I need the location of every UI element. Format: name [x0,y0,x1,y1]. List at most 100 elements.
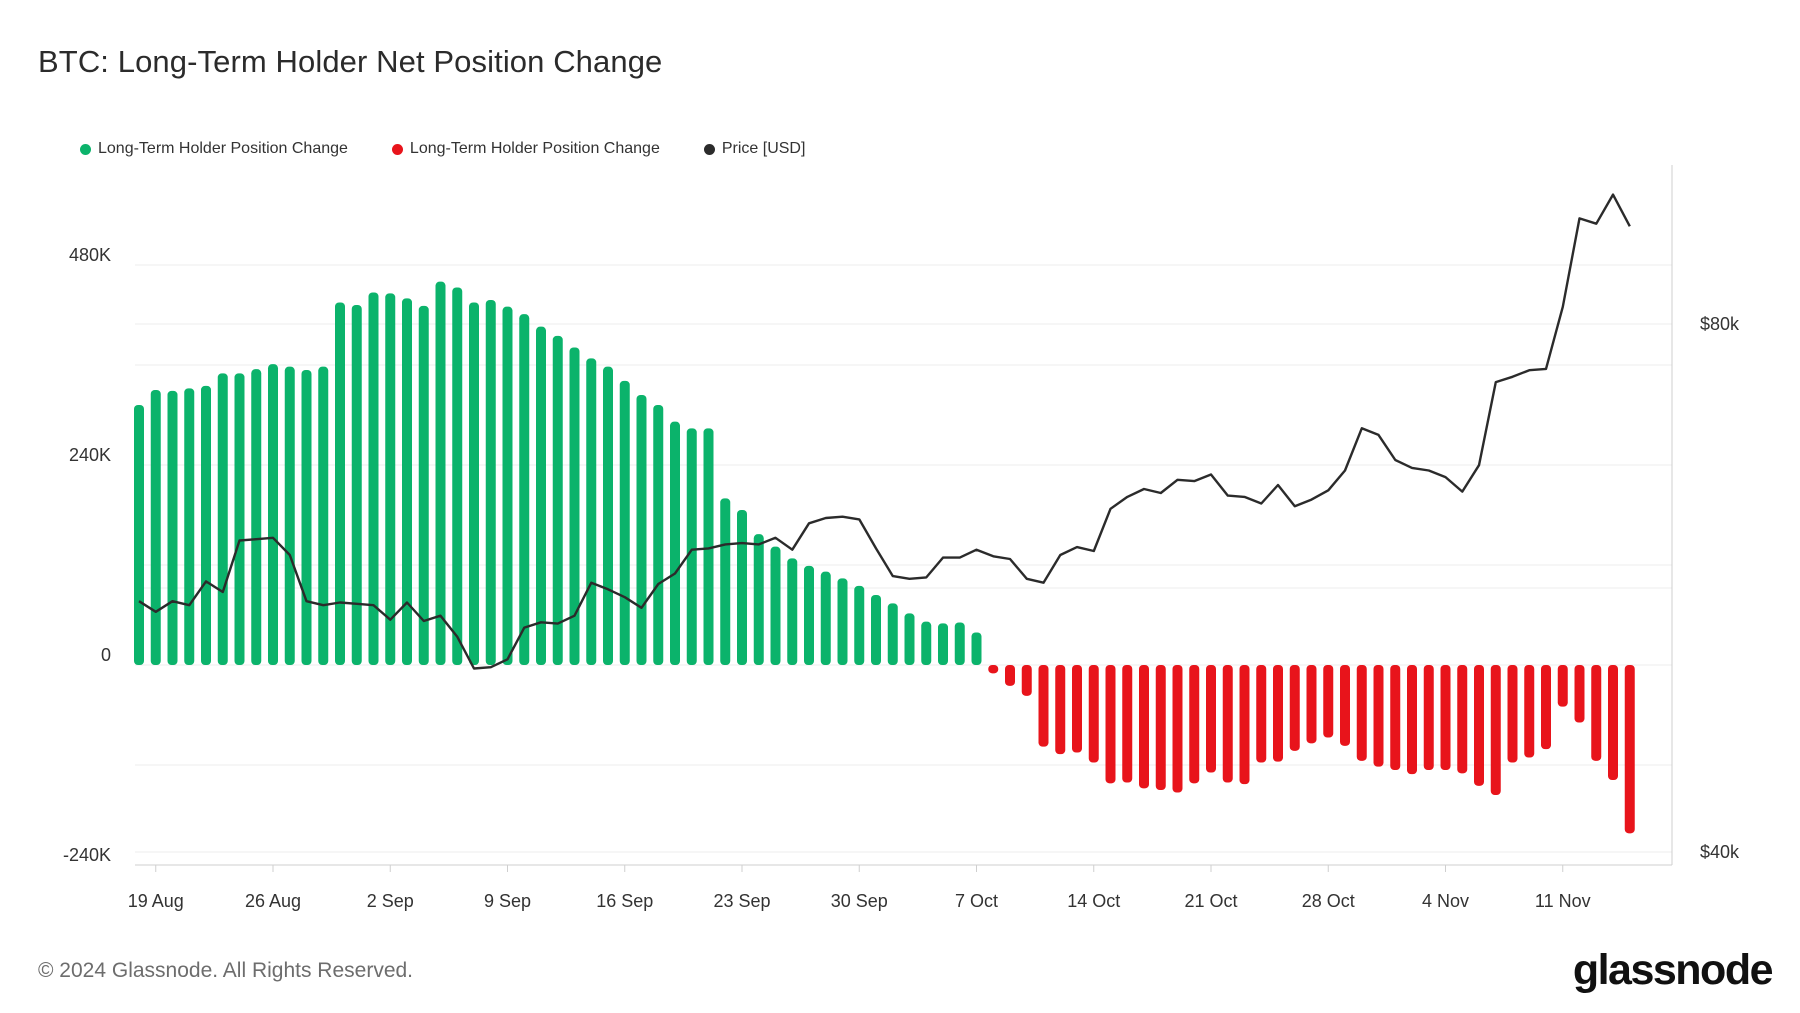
bar-positive [921,621,932,665]
bar-positive [636,395,647,665]
price-line [138,193,1631,670]
bar-positive [217,373,228,665]
legend-label: Long-Term Holder Position Change [409,140,660,157]
bar-negative [1222,665,1233,783]
y-right-tick-label: $80k [1700,314,1740,334]
bar-positive [737,510,747,665]
bar-positive [787,558,798,665]
bar-positive [536,326,546,665]
bar-positive [938,623,948,665]
bar-negative [1273,665,1283,762]
x-tick-label: 28 Oct [1302,891,1355,911]
bar-positive [368,292,379,665]
legend-label: Price [USD] [721,140,806,157]
bar-positive [201,385,211,665]
legend-label: Long-Term Holder Position Change [98,140,348,157]
bar-positive [469,302,479,665]
bar-negative [1206,665,1216,773]
x-tick-label: 26 Aug [245,891,301,911]
bar-negative [1608,665,1618,780]
bar-positive [670,421,680,665]
x-tick-label: 9 Sep [484,891,531,911]
bar-positive [268,364,278,665]
bar-positive [653,405,664,665]
x-tick-label: 2 Sep [367,891,414,911]
bar-positive [301,370,312,665]
chart-title: BTC: Long-Term Holder Net Position Chang… [38,44,663,79]
x-tick-label: 11 Nov [1535,891,1591,911]
bar-negative [1457,665,1468,774]
y-left-tick-label: 0 [101,645,111,665]
x-tick-label: 21 Oct [1184,891,1237,911]
bar-negative [1356,665,1367,761]
bar-negative [1574,665,1585,723]
bar-positive [251,369,262,665]
bar-negative [1239,665,1250,785]
bar-negative [1591,665,1602,761]
bar-positive [753,534,764,665]
bar-negative [1021,665,1032,696]
bar-negative [1088,665,1099,763]
bar-positive [502,306,513,665]
glassnode-logo: glassnode [1572,946,1774,994]
bar-negative [1038,665,1049,747]
legend-item-negative-change[interactable]: Long-Term Holder Position Change [391,140,660,158]
bar-negative [1172,665,1183,793]
bar-negative [1340,665,1350,746]
bar-positive [837,578,848,665]
bar-negative [1072,665,1082,753]
bar-negative [1507,665,1518,763]
legend-dot-positive-icon [80,143,91,155]
bar-positive [854,585,865,665]
bar-negative [1390,665,1401,770]
x-tick-label: 23 Sep [713,891,770,911]
bar-positive [770,546,781,665]
bar-positive [804,565,814,665]
bar-negative [1155,665,1166,790]
bar-positive [954,622,965,665]
x-tick-label: 30 Sep [831,891,888,911]
legend-item-positive-change[interactable]: Long-Term Holder Position Change [80,140,348,158]
bar-positive [720,498,731,665]
x-tick-label: 4 Nov [1422,891,1469,911]
bar-positive [552,335,563,665]
legend-item-price[interactable]: Price [USD] [703,140,806,158]
bar-positive [435,281,446,665]
bar-negative [1541,665,1551,750]
x-tick-label: 7 Oct [955,891,998,911]
bar-negative [1373,665,1384,767]
bar-positive [351,305,362,665]
bar-positive [167,390,178,665]
bar-positive [904,613,915,665]
bar-negative [1474,665,1484,786]
bar-negative [1407,665,1417,775]
y-left-tick-label: -240K [63,845,111,865]
bar-negative [1055,665,1066,755]
bar-positive [569,347,580,665]
bar-positive [871,595,881,665]
bar-negative [1105,665,1116,784]
bar-positive [335,302,345,665]
bar-negative [1256,665,1267,763]
x-tick-label: 19 Aug [128,891,184,911]
bar-negative [1289,665,1300,751]
bar-negative [1323,665,1334,738]
bar-negative [988,665,999,674]
bar-positive [586,358,597,665]
bar-positive [971,632,982,665]
bar-positive [703,428,714,665]
bar-positive [150,390,161,665]
bar-negative [1423,665,1434,770]
bar-negative [1440,665,1451,770]
bar-positive [134,405,144,665]
bar-negative [1139,665,1149,789]
bar-positive [820,571,831,665]
bar-positive [318,366,329,665]
legend-dot-negative-icon [391,143,403,155]
bar-positive [402,298,412,665]
y-left-tick-label: 240K [69,445,111,465]
bar-negative [1122,665,1133,783]
bar-negative [1557,665,1568,707]
bar-positive [485,300,496,665]
